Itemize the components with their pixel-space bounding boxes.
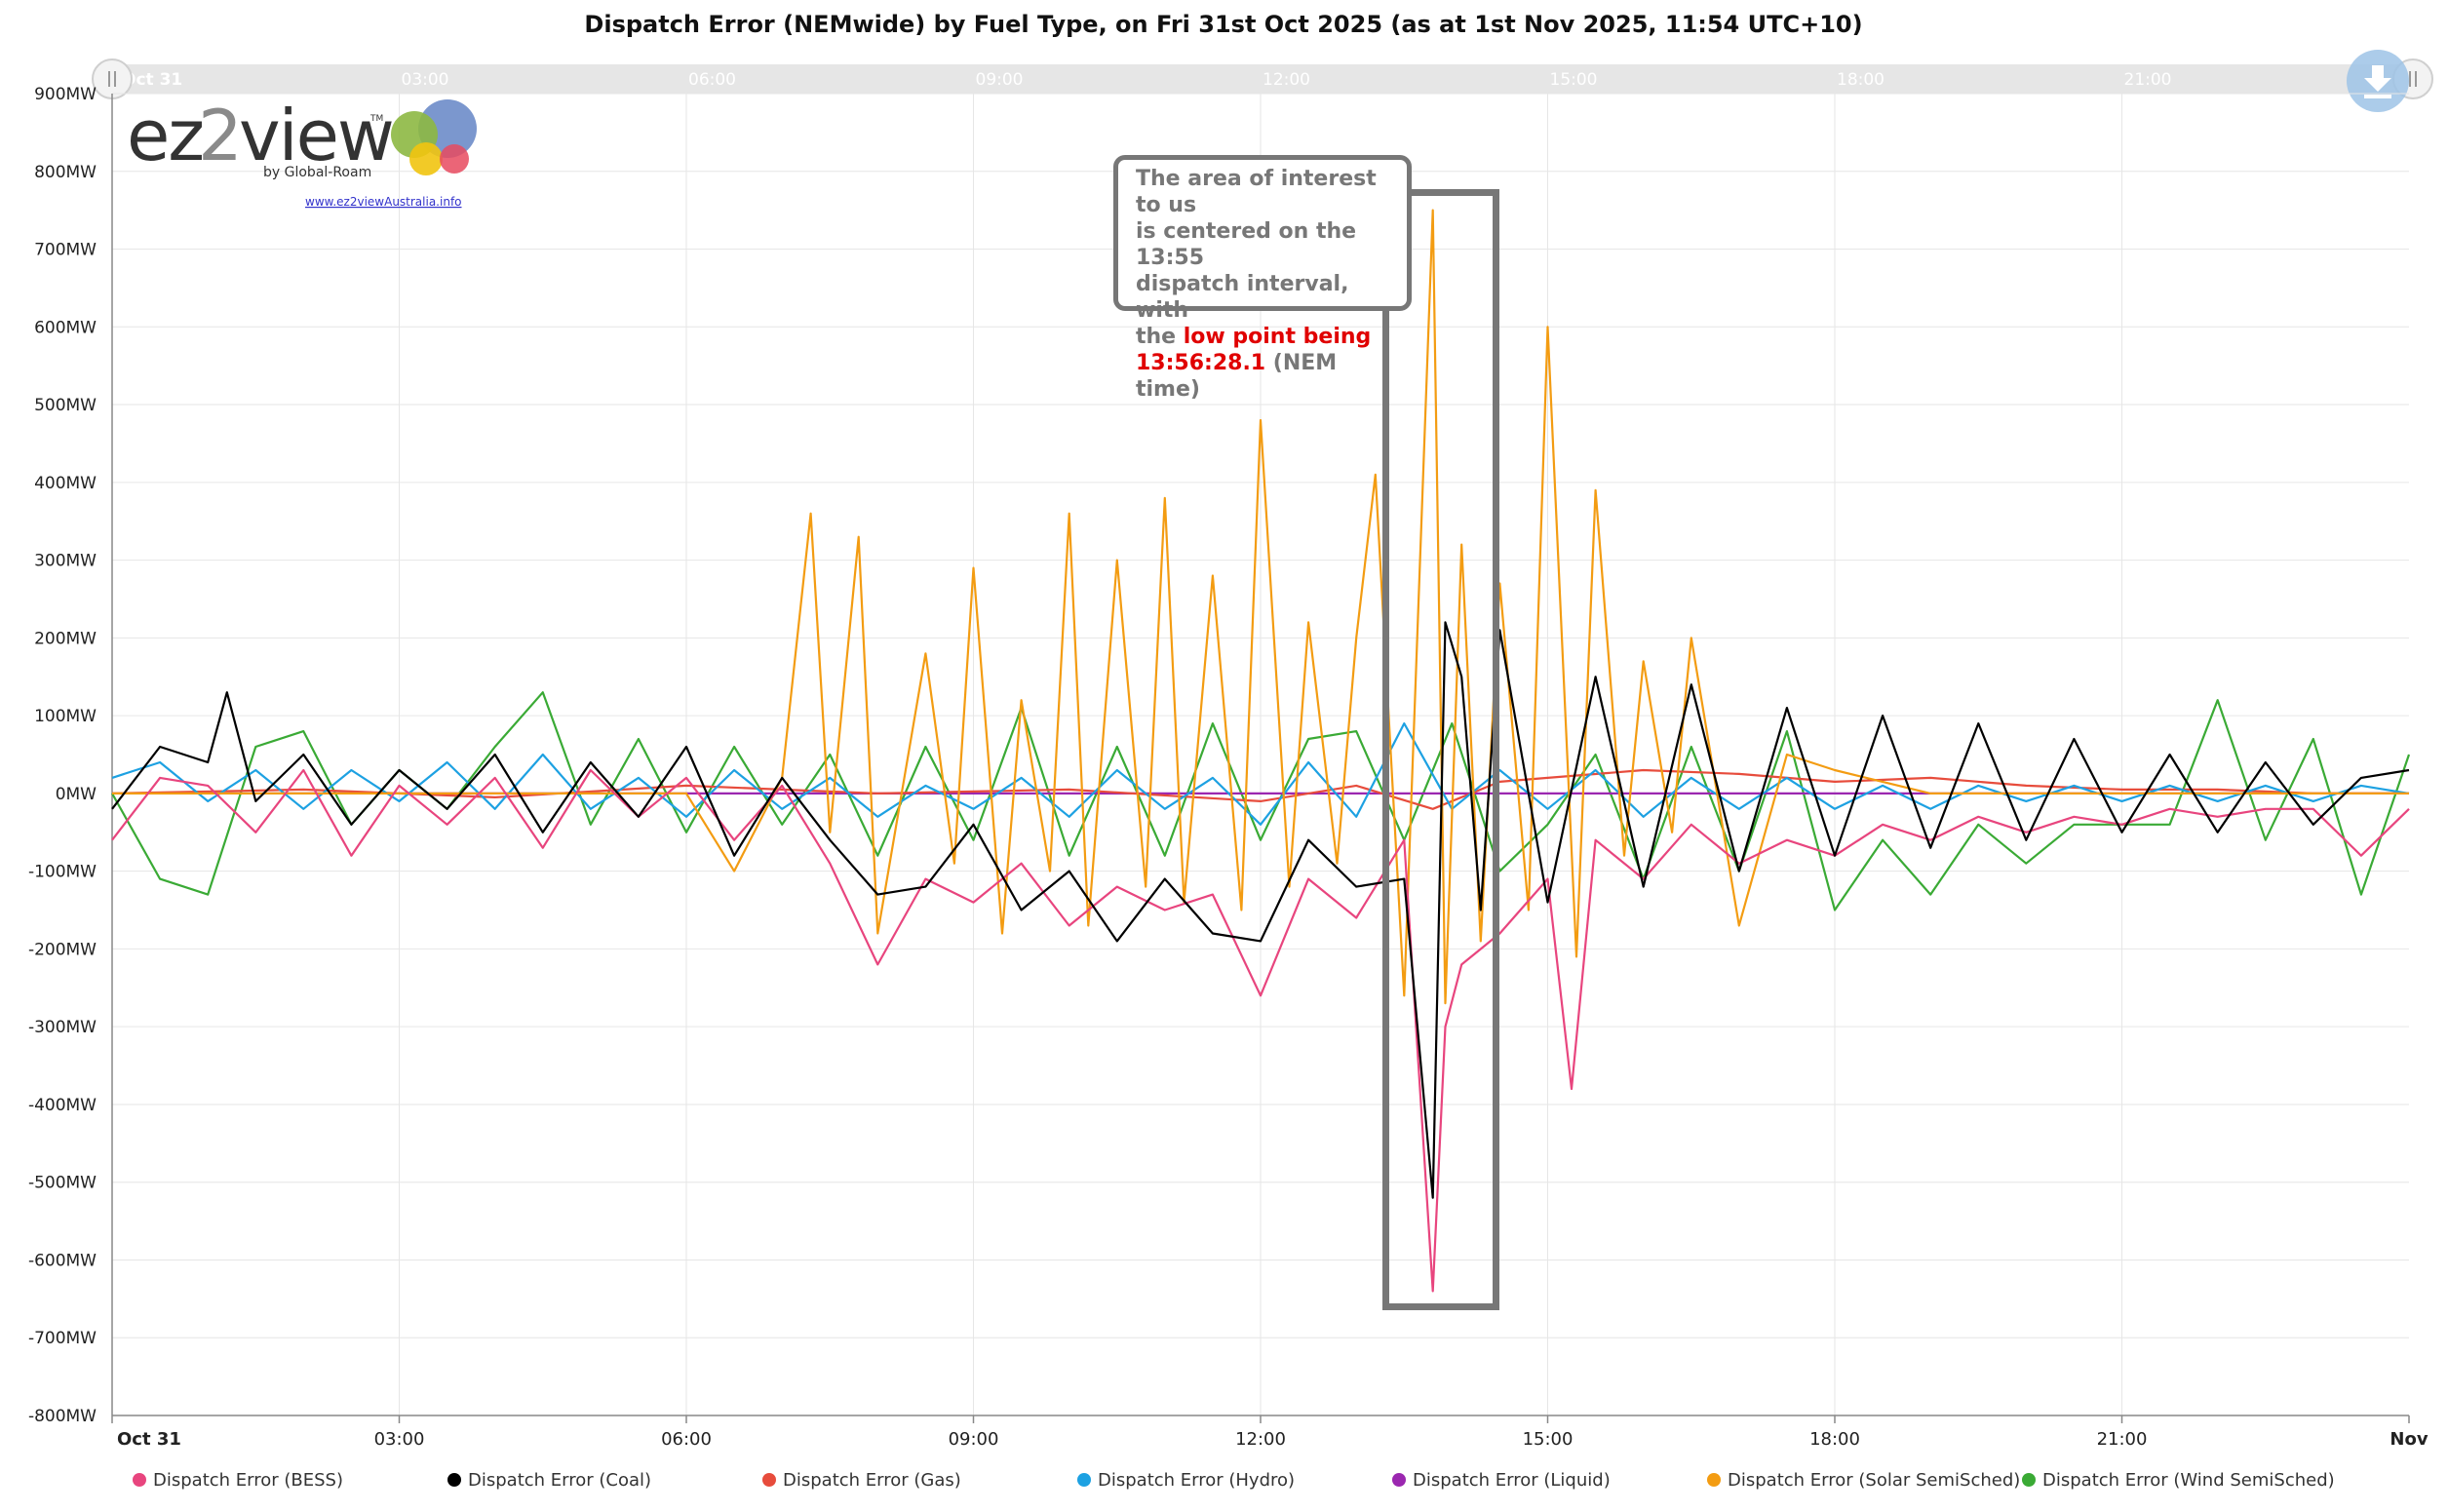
navigator-tick-label: 03:00 [402, 70, 449, 90]
legend[interactable]: Dispatch Error (BESS) Dispatch Error (Coa… [133, 1470, 2335, 1491]
y-tick-label: 300MW [34, 552, 97, 571]
legend-marker [1707, 1473, 1721, 1487]
navigator-left-handle[interactable] [92, 58, 133, 99]
x-tick-label: Oct 31 [117, 1429, 181, 1450]
logo-text-view: view [239, 95, 393, 176]
legend-label: Dispatch Error (Gas) [783, 1470, 961, 1491]
navigator-tick-label: 21:00 [2124, 70, 2172, 90]
legend-marker [1392, 1473, 1406, 1487]
legend-label: Dispatch Error (Wind SemiSched) [2042, 1470, 2335, 1491]
y-tick-label: 0MW [56, 785, 97, 804]
annotation-line-4-pre: the [1136, 325, 1184, 349]
chart-title: Dispatch Error (NEMwide) by Fuel Type, o… [584, 11, 1862, 38]
y-tick-label: 100MW [34, 707, 97, 726]
x-tick-label: 06:00 [661, 1429, 712, 1450]
navigator-ticks: Oct 31 03:00 06:00 09:00 12:00 15:00 18:00 21:0… [122, 70, 2172, 90]
y-tick-label: -800MW [28, 1407, 97, 1426]
legend-marker [762, 1473, 776, 1487]
legend-label: Dispatch Error (Liquid) [1413, 1470, 1611, 1491]
legend-label: Dispatch Error (Coal) [468, 1470, 651, 1491]
legend-marker [447, 1473, 461, 1487]
legend-marker [1077, 1473, 1091, 1487]
annotation-highlight-1: low point being [1183, 325, 1372, 349]
annotation-line-2: is centered on the 13:55 [1136, 219, 1357, 270]
download-icon [2364, 65, 2391, 98]
legend-item-3[interactable]: Dispatch Error (Hydro) [1077, 1470, 1295, 1491]
x-tick-label: Nov [2390, 1429, 2428, 1450]
logo-subtitle: by Global-Roam [263, 165, 371, 180]
legend-marker [2022, 1473, 2036, 1487]
legend-item-2[interactable]: Dispatch Error (Gas) [762, 1470, 961, 1491]
logo-tm: TM [369, 114, 383, 124]
y-tick-label: 600MW [34, 318, 97, 337]
y-tick-label: 900MW [34, 85, 97, 104]
y-tick-label: -100MW [28, 863, 97, 882]
legend-label: Dispatch Error (Hydro) [1098, 1470, 1295, 1491]
y-tick-label: 400MW [34, 474, 97, 493]
logo-text-ez: ez [127, 95, 203, 176]
legend-marker [133, 1473, 146, 1487]
legend-item-5[interactable]: Dispatch Error (Solar SemiSched) [1707, 1470, 2020, 1491]
highlight-box [1382, 189, 1499, 1310]
x-tick-label: 09:00 [949, 1429, 999, 1450]
navigator-tick-label: Oct 31 [122, 70, 182, 90]
logo-text-2: 2 [198, 95, 241, 176]
legend-item-6[interactable]: Dispatch Error (Wind SemiSched) [2022, 1470, 2335, 1491]
ez2view-logo: ez 2 view TM by Global-Roam [127, 95, 477, 180]
legend-item-0[interactable]: Dispatch Error (BESS) [133, 1470, 343, 1491]
annotation-line-5-post: (NEM time) [1136, 351, 1338, 402]
legend-label: Dispatch Error (BESS) [153, 1470, 343, 1491]
download-button[interactable] [2347, 50, 2409, 112]
y-tick-label: 800MW [34, 163, 97, 182]
range-navigator[interactable] [112, 64, 2413, 94]
y-tick-label: -600MW [28, 1251, 97, 1270]
grid [112, 93, 2409, 1416]
x-tick-label: 21:00 [2097, 1429, 2148, 1450]
series-line-1 [111, 621, 2410, 1199]
legend-label: Dispatch Error (Solar SemiSched) [1728, 1470, 2020, 1491]
y-tick-label: -700MW [28, 1329, 97, 1348]
annotation-line-5: 13:56:28.1 (NEM time) [1136, 350, 1407, 403]
series-line-3 [111, 721, 2410, 826]
y-tick-label: 500MW [34, 396, 97, 415]
legend-item-4[interactable]: Dispatch Error (Liquid) [1392, 1470, 1611, 1491]
annotation-line-4: the low point being [1136, 324, 1407, 350]
navigator-tick-label: 09:00 [976, 70, 1024, 90]
series-line-6 [111, 691, 2411, 911]
annotation-highlight-2: 13:56:28.1 [1136, 351, 1266, 375]
y-tick-label: -300MW [28, 1018, 97, 1037]
series-lines [111, 209, 2411, 1293]
series-line-0 [111, 768, 2410, 1293]
x-tick-label: 03:00 [374, 1429, 425, 1450]
x-axis-ticks: Oct 31 03:00 06:00 09:00 12:00 15:00 18:00 21:0… [111, 1415, 2429, 1450]
x-tick-label: 15:00 [1523, 1429, 1574, 1450]
series-line-5 [112, 209, 2409, 1005]
y-tick-label: 700MW [34, 241, 97, 260]
logo-link[interactable]: www.ez2viewAustralia.info [305, 195, 462, 209]
navigator-tick-label: 18:00 [1837, 70, 1885, 90]
y-tick-label: -200MW [28, 940, 97, 959]
navigator-tick-label: 06:00 [688, 70, 736, 90]
annotation-callout: The area of interest to us is centered o… [1113, 155, 1412, 402]
annotation-line-1: The area of interest to us [1136, 167, 1377, 217]
navigator-tick-label: 15:00 [1550, 70, 1598, 90]
annotation-line-3: dispatch interval, with [1136, 272, 1349, 323]
x-tick-label: 12:00 [1235, 1429, 1286, 1450]
x-tick-label: 18:00 [1809, 1429, 1860, 1450]
navigator-tick-label: 12:00 [1263, 70, 1310, 90]
legend-item-1[interactable]: Dispatch Error (Coal) [447, 1470, 651, 1491]
y-axis-ticks: 900MW 800MW 700MW 600MW 500MW 400MW 300MW 200MW… [28, 85, 97, 1426]
y-tick-label: 200MW [34, 629, 97, 648]
y-tick-label: -500MW [28, 1174, 97, 1193]
y-tick-label: -400MW [28, 1096, 97, 1115]
